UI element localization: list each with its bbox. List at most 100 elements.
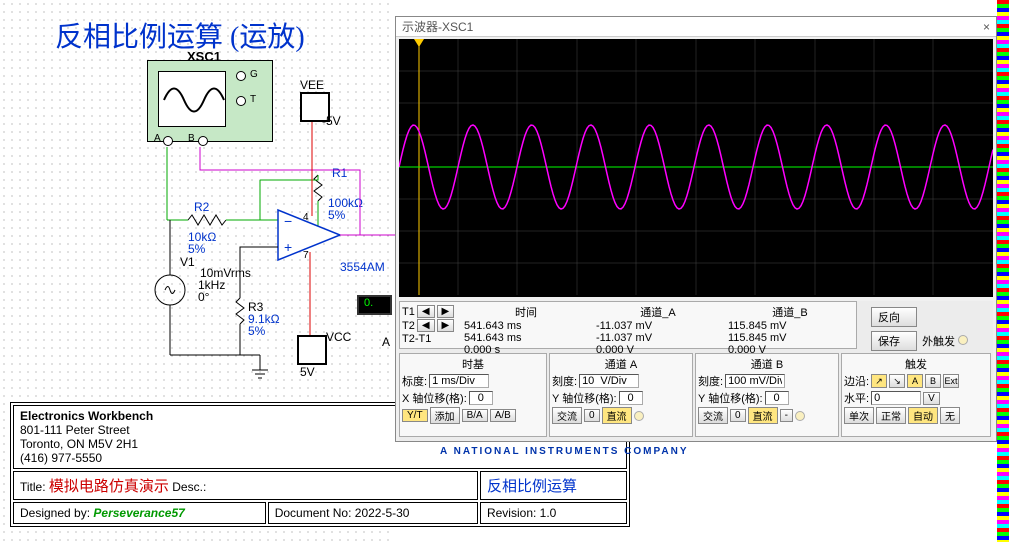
cha-scale-lbl: 刻度: xyxy=(552,373,577,389)
ba-button[interactable]: B/A xyxy=(462,409,488,422)
osc-display[interactable] xyxy=(399,39,993,297)
chb-minus-button[interactable]: - xyxy=(780,409,793,422)
tb-desc-val: 反相比例运算 xyxy=(487,479,577,495)
level-lbl: 水平: xyxy=(844,390,869,406)
single-button[interactable]: 单次 xyxy=(844,407,874,424)
t2-b: 115.845 mV xyxy=(728,332,852,344)
trig-a-button[interactable]: A xyxy=(907,374,923,388)
level-unit[interactable]: V xyxy=(923,392,940,405)
chb-ypos-input[interactable] xyxy=(765,391,789,405)
osc-waveform xyxy=(399,39,993,295)
tb-title-lbl: Title: xyxy=(20,480,46,494)
chb-scale-lbl: 刻度: xyxy=(698,373,723,389)
side-buttons: 反向 保存 外触发 xyxy=(869,305,989,353)
vcc-label: VCC xyxy=(326,330,351,344)
ext-trig-label: 外触发 xyxy=(922,336,955,348)
timebase-title: 时基 xyxy=(402,356,544,372)
osc-title: 示波器-XSC1 xyxy=(402,18,473,35)
t1-a: -11.037 mV xyxy=(596,320,720,332)
trig-b-button[interactable]: B xyxy=(925,374,941,388)
vee-value: -5V xyxy=(322,114,341,128)
t1-time: 541.643 ms xyxy=(464,320,588,332)
tb-docno-lbl: Document No: xyxy=(275,506,352,520)
chb-led xyxy=(795,411,805,421)
oscilloscope-component[interactable]: G T A B xyxy=(147,60,273,142)
t1-left[interactable]: ◀ xyxy=(417,305,435,318)
chb-dc-button[interactable]: 直流 xyxy=(748,407,778,424)
tb-xpos-lbl: X 轴位移(格): xyxy=(402,390,467,406)
normal-button[interactable]: 正常 xyxy=(876,407,906,424)
auto-button[interactable]: 自动 xyxy=(908,407,938,424)
edge-lbl: 边沿: xyxy=(844,373,869,389)
v1-name: V1 xyxy=(180,255,195,269)
cha-dc-button[interactable]: 直流 xyxy=(602,407,632,424)
scope-icon-screen xyxy=(158,71,226,127)
trig-ext-button[interactable]: Ext xyxy=(943,374,959,388)
cha-led xyxy=(634,411,644,421)
scope-pin-a[interactable] xyxy=(163,136,173,146)
oscilloscope-window: 示波器-XSC1 × T1 ◀▶ T2 ◀▶ T2-T1 时间 541.643 … xyxy=(395,16,997,442)
channel-b-section: 通道 B 刻度: Y 轴位移(格): 交流 0 直流 - xyxy=(695,353,839,437)
cha-zero-button[interactable]: 0 xyxy=(584,409,600,422)
cha-scale-input[interactable] xyxy=(579,374,639,388)
osc-titlebar[interactable]: 示波器-XSC1 × xyxy=(396,17,996,37)
t2-right[interactable]: ▶ xyxy=(437,319,455,332)
ac-label: A xyxy=(382,335,390,349)
yt-button[interactable]: Y/T xyxy=(402,409,428,422)
tb-docno-val: 2022-5-30 xyxy=(355,506,410,520)
vcc-block[interactable] xyxy=(297,335,327,365)
add-button[interactable]: 添加 xyxy=(430,407,460,424)
chb-hdr: 通道_B xyxy=(728,304,852,320)
level-input[interactable] xyxy=(871,391,921,405)
chb-title: 通道 B xyxy=(698,356,836,372)
chb-ac-button[interactable]: 交流 xyxy=(698,407,728,424)
none-button[interactable]: 无 xyxy=(940,407,960,424)
ext-trig-led xyxy=(958,335,968,345)
tb-desc-lbl: Desc.: xyxy=(172,480,206,494)
t2-left[interactable]: ◀ xyxy=(417,319,435,332)
edge-rise-icon[interactable]: ↗ xyxy=(871,374,887,388)
scope-pin-b[interactable] xyxy=(198,136,208,146)
close-icon[interactable]: × xyxy=(983,20,990,34)
chb-ypos-lbl: Y 轴位移(格): xyxy=(698,390,763,406)
tb-scale-lbl: 标度: xyxy=(402,373,427,389)
save-button[interactable]: 保存 xyxy=(871,331,917,351)
scope-pin-g[interactable] xyxy=(236,71,246,81)
cha-ypos-input[interactable] xyxy=(619,391,643,405)
tb-designed-val: Perseverance57 xyxy=(93,506,184,520)
cha-ypos-lbl: Y 轴位移(格): xyxy=(552,390,617,406)
cha-title: 通道 A xyxy=(552,356,690,372)
trigger-title: 触发 xyxy=(844,356,988,372)
tb-xpos-input[interactable] xyxy=(469,391,493,405)
circuit-title: 反相比例运算 (运放) xyxy=(55,15,305,55)
t1-right[interactable]: ▶ xyxy=(437,305,455,318)
edge-fall-icon[interactable]: ↘ xyxy=(889,374,905,388)
vee-label: VEE xyxy=(300,78,324,92)
r2-tol: 5% xyxy=(188,242,205,256)
tb-rev-val: 1.0 xyxy=(540,506,557,520)
time-hdr: 时间 xyxy=(464,304,588,320)
tb-designed-lbl: Designed by: xyxy=(20,506,90,520)
display-component: 0. xyxy=(357,295,392,315)
tb-rev-lbl: Revision: xyxy=(487,506,536,520)
cha-ac-button[interactable]: 交流 xyxy=(552,407,582,424)
timebase-section: 时基 标度: X 轴位移(格): Y/T 添加 B/A A/B xyxy=(399,353,547,437)
t1-label: T1 xyxy=(402,306,415,318)
reverse-button[interactable]: 反向 xyxy=(871,307,917,327)
t2-a: -11.037 mV xyxy=(596,332,720,344)
scope-pin-t[interactable] xyxy=(236,96,246,106)
r2-name: R2 xyxy=(194,200,209,214)
opamp-name: 3554AM xyxy=(340,260,385,274)
vcc-value: 5V xyxy=(300,365,315,379)
tb-scale-input[interactable] xyxy=(429,374,489,388)
ab-button[interactable]: A/B xyxy=(490,409,516,422)
osc-controls: T1 ◀▶ T2 ◀▶ T2-T1 时间 541.643 ms 541.643 … xyxy=(399,301,993,441)
chb-zero-button[interactable]: 0 xyxy=(730,409,746,422)
toolbar-sidebar[interactable] xyxy=(997,0,1009,542)
measurement-table: T1 ◀▶ T2 ◀▶ T2-T1 时间 541.643 ms 541.643 … xyxy=(399,301,857,349)
v1-phase: 0° xyxy=(198,290,209,304)
tb-title-val: 模拟电路仿真演示 xyxy=(49,479,169,495)
ni-footer: A NATIONAL INSTRUMENTS COMPANY xyxy=(440,446,689,457)
chb-scale-input[interactable] xyxy=(725,374,785,388)
dt-label: T2-T1 xyxy=(402,333,431,345)
